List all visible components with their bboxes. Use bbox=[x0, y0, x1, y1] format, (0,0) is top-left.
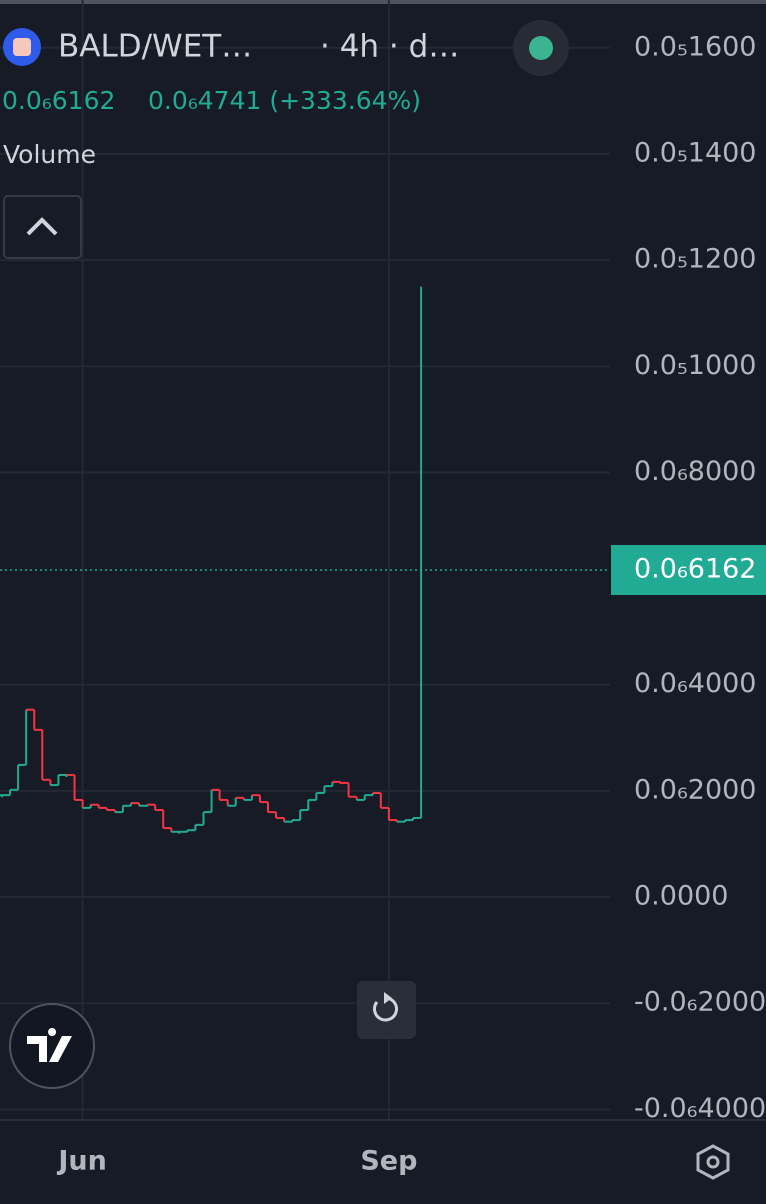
candle bbox=[371, 793, 374, 796]
candle bbox=[412, 817, 415, 821]
candle bbox=[202, 812, 205, 825]
y-tick-label: 0.0₆8000 bbox=[634, 456, 756, 487]
y-tick-label: 0.0₅1000 bbox=[634, 350, 756, 381]
reset-icon bbox=[373, 996, 398, 1022]
x-tick-label: Jun bbox=[56, 1146, 107, 1177]
candle bbox=[121, 805, 124, 813]
last-price-tag bbox=[611, 544, 766, 595]
last-price-tag-label: 0.0₆6162 bbox=[634, 553, 756, 584]
tv-logo[interactable] bbox=[9, 1003, 95, 1089]
candle bbox=[129, 803, 132, 806]
candle bbox=[210, 789, 213, 813]
candle bbox=[283, 817, 286, 822]
y-tick-label: 0.0₆2000 bbox=[634, 774, 756, 805]
candle bbox=[73, 774, 76, 800]
reset-button[interactable] bbox=[357, 981, 416, 1039]
candle bbox=[49, 779, 52, 786]
candle bbox=[420, 569, 423, 818]
tv-logo-mark bbox=[27, 1028, 72, 1062]
candle bbox=[33, 709, 36, 730]
y-tick-label: -0.0₆4000 bbox=[634, 1093, 766, 1124]
status-dot bbox=[529, 36, 553, 60]
candle bbox=[242, 797, 245, 800]
candle bbox=[97, 804, 100, 808]
candle bbox=[138, 803, 141, 806]
candle bbox=[323, 786, 326, 794]
candle bbox=[25, 709, 28, 765]
x-tick-label: Sep bbox=[360, 1146, 417, 1177]
candle bbox=[9, 789, 12, 796]
y-tick-label: 0.0₆4000 bbox=[634, 668, 756, 699]
candle bbox=[275, 812, 278, 818]
last-price: 0.0₆6162 bbox=[2, 86, 115, 115]
settings-center bbox=[706, 1155, 720, 1169]
y-tick-label: 0.0000 bbox=[634, 881, 728, 912]
candle bbox=[41, 729, 44, 780]
candle bbox=[355, 796, 358, 800]
candle bbox=[363, 795, 366, 800]
candle bbox=[170, 828, 173, 832]
candle bbox=[57, 774, 60, 786]
candle bbox=[194, 824, 197, 831]
candle bbox=[154, 804, 157, 811]
y-tick-label: 0.0₅1200 bbox=[634, 244, 756, 275]
candle bbox=[250, 795, 253, 800]
candle bbox=[299, 810, 302, 821]
candle bbox=[347, 782, 350, 797]
volume-label: Volume bbox=[3, 140, 96, 169]
symbol[interactable]: BALD/WET… bbox=[58, 29, 252, 65]
candle bbox=[315, 793, 318, 800]
candle bbox=[218, 789, 221, 800]
candle bbox=[258, 795, 261, 803]
candle bbox=[387, 807, 390, 821]
candle bbox=[17, 764, 20, 790]
candle bbox=[266, 802, 269, 813]
plot bbox=[0, 0, 610, 1120]
y-tick-label: 0.0₅1400 bbox=[634, 137, 756, 168]
change: 0.0₆4741 (+333.64%) bbox=[148, 86, 421, 115]
candle bbox=[307, 799, 310, 811]
candle bbox=[89, 804, 92, 808]
y-tick-label: -0.0₆2000 bbox=[634, 987, 766, 1018]
reset-arrow bbox=[384, 992, 392, 1004]
y-tick-label: 0.0₅1600 bbox=[634, 31, 756, 62]
candle bbox=[234, 797, 237, 806]
collapse-button[interactable] bbox=[3, 195, 82, 259]
symbol-icon-inner bbox=[13, 38, 31, 56]
candle bbox=[162, 810, 165, 829]
candle bbox=[226, 799, 229, 806]
settings-icon[interactable] bbox=[696, 1144, 730, 1180]
chevron-up bbox=[26, 217, 58, 236]
candle bbox=[81, 799, 84, 808]
candle bbox=[331, 781, 334, 787]
interval[interactable]: · 4h · d… bbox=[320, 29, 459, 65]
top-edge bbox=[0, 0, 766, 4]
candle bbox=[379, 793, 382, 808]
candle bbox=[105, 807, 108, 811]
candle bbox=[113, 810, 116, 813]
